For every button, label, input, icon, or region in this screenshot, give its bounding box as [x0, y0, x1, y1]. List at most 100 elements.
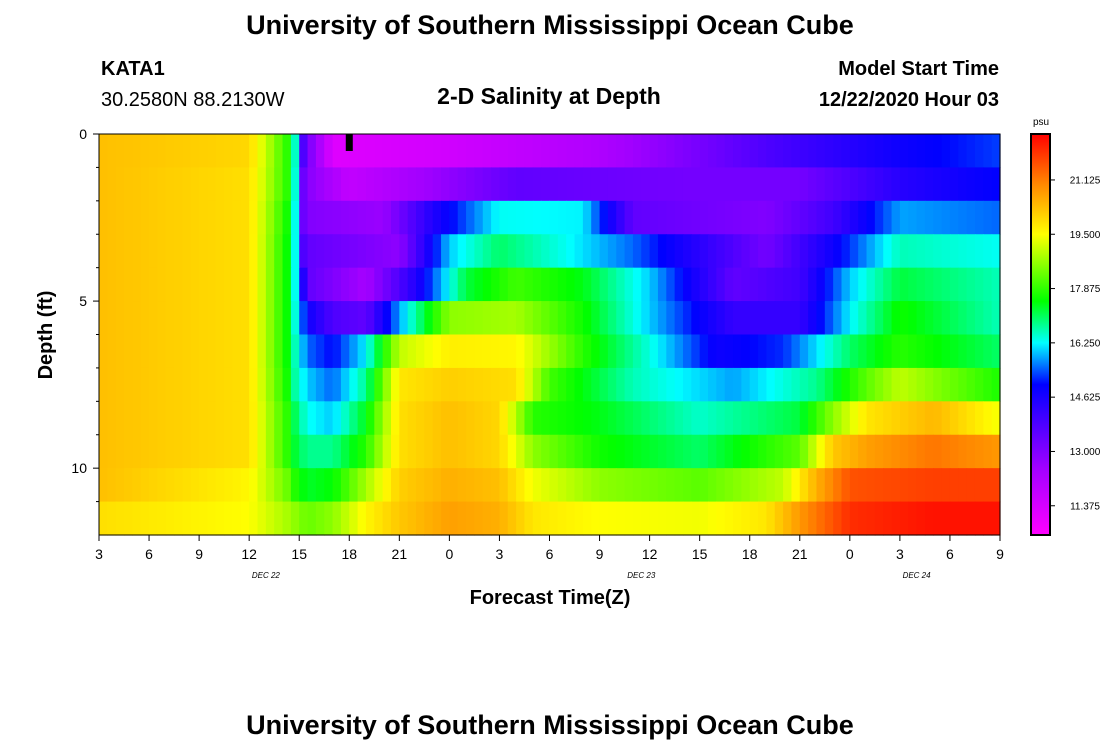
heatmap-cell: [616, 167, 626, 202]
heatmap-cell: [457, 434, 467, 469]
heatmap-cell: [449, 501, 459, 536]
heatmap-cell: [582, 167, 592, 202]
heatmap-cell: [841, 434, 851, 469]
heatmap-cell: [240, 134, 250, 169]
heatmap-cell: [149, 234, 158, 269]
heatmap-cell: [315, 267, 325, 302]
heatmap-cell: [224, 501, 234, 536]
x-tick-label: 18: [341, 546, 357, 562]
heatmap-cell: [99, 167, 108, 202]
heatmap-cell: [224, 167, 234, 202]
heatmap-cell: [524, 200, 534, 235]
heatmap-cell: [808, 234, 818, 269]
heatmap-cell: [657, 200, 667, 235]
heatmap-cell: [557, 334, 567, 369]
heatmap-cell: [641, 401, 651, 436]
heatmap-cell: [541, 301, 551, 336]
heatmap-cell: [232, 267, 242, 302]
heatmap-cell: [416, 401, 425, 436]
heatmap-cell: [916, 468, 926, 503]
x-tick-label: 9: [996, 546, 1004, 562]
heatmap-cell: [849, 301, 859, 336]
heatmap-cell: [841, 267, 851, 302]
heatmap-cell: [190, 267, 200, 302]
heatmap-cell: [174, 167, 184, 202]
heatmap-cell: [315, 167, 325, 202]
heatmap-cell: [499, 367, 509, 402]
heatmap-cell: [524, 267, 534, 302]
heatmap-cell: [232, 501, 242, 536]
heatmap-cell: [516, 301, 526, 336]
heatmap-cell: [190, 301, 200, 336]
heatmap-cell: [983, 167, 993, 202]
heatmap-cell: [674, 234, 684, 269]
heatmap-cell: [991, 501, 1001, 536]
heatmap-cell: [399, 234, 409, 269]
heatmap-cell: [165, 267, 175, 302]
heatmap-cell: [649, 468, 659, 503]
heatmap-cell: [733, 334, 742, 369]
heatmap-cell: [407, 367, 417, 402]
heatmap-cell: [491, 234, 501, 269]
heatmap-cell: [657, 501, 667, 536]
heatmap-cell: [733, 234, 742, 269]
heatmap-cell: [115, 234, 125, 269]
heatmap-cell: [933, 167, 943, 202]
heatmap-cell: [466, 434, 476, 469]
heatmap-cell: [607, 267, 617, 302]
heatmap-cell: [983, 501, 993, 536]
heatmap-cell: [649, 301, 659, 336]
heatmap-cell: [607, 334, 617, 369]
heatmap-cell: [174, 234, 184, 269]
heatmap-cell: [958, 367, 968, 402]
heatmap-cell: [733, 401, 742, 436]
heatmap-cell: [332, 134, 342, 169]
heatmap-cell: [716, 134, 726, 169]
heatmap-cell: [290, 367, 300, 402]
heatmap-cell: [182, 367, 192, 402]
heatmap-cell: [174, 334, 184, 369]
heatmap-cell: [215, 200, 225, 235]
heatmap-cell: [99, 200, 108, 235]
heatmap-cell: [974, 167, 984, 202]
heatmap-cell: [374, 401, 384, 436]
heatmap-cell: [899, 200, 909, 235]
heatmap-cell: [607, 501, 617, 536]
heatmap-cell: [866, 301, 876, 336]
heatmap-cell: [349, 200, 359, 235]
heatmap-cell: [841, 134, 851, 169]
heatmap-cell: [682, 134, 692, 169]
heatmap-cell: [899, 301, 909, 336]
colorbar-tick-label: 14.625: [1070, 393, 1100, 404]
heatmap-cell: [165, 334, 175, 369]
heatmap-cell: [432, 301, 442, 336]
heatmap-cell: [274, 200, 284, 235]
heatmap-cell: [115, 434, 125, 469]
heatmap-cell: [866, 200, 876, 235]
heatmap-cell: [466, 234, 476, 269]
heatmap-cell: [232, 301, 242, 336]
heatmap-cell: [966, 468, 976, 503]
heatmap-cell: [532, 167, 542, 202]
heatmap-cell: [332, 434, 342, 469]
heatmap-cell: [199, 367, 209, 402]
heatmap-cell: [349, 234, 359, 269]
heatmap-cell: [282, 200, 292, 235]
heatmap-cell: [983, 200, 993, 235]
heatmap-cell: [916, 167, 926, 202]
heatmap-cell: [290, 301, 300, 336]
heatmap-cell: [649, 134, 659, 169]
heatmap-cell: [516, 200, 526, 235]
heatmap-cell: [215, 501, 225, 536]
heatmap-cell: [949, 334, 959, 369]
heatmap-cell: [908, 134, 918, 169]
heatmap-cell: [416, 468, 425, 503]
heatmap-cell: [649, 334, 659, 369]
heatmap-cell: [307, 267, 317, 302]
heatmap-cell: [399, 468, 409, 503]
heatmap-cell: [541, 200, 551, 235]
heatmap-cell: [349, 367, 359, 402]
heatmap-cell: [866, 468, 876, 503]
heatmap-cell: [224, 468, 234, 503]
heatmap-cell: [207, 134, 217, 169]
